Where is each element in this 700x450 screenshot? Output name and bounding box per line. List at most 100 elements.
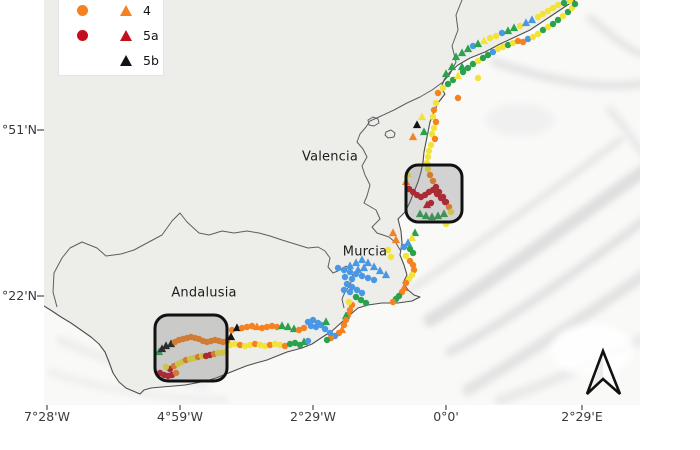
legend-label: 5b	[143, 53, 159, 68]
data-point-circle	[263, 323, 271, 331]
data-point-triangle	[157, 344, 167, 353]
data-point-circle	[427, 199, 435, 207]
legend-label: 5a	[143, 28, 159, 43]
data-point-circle	[236, 341, 244, 349]
region-label-andalusia: Andalusia	[171, 285, 237, 301]
data-point-circle	[352, 293, 360, 301]
legend-label: 4	[143, 3, 151, 18]
data-point-circle	[429, 177, 437, 185]
data-point-circle	[291, 339, 299, 347]
highlight-box	[404, 163, 464, 224]
region-label-murcia: Murcia	[342, 244, 388, 260]
data-point-circle	[358, 289, 366, 297]
data-point-circle	[309, 316, 317, 324]
y-axis-label: °51'N	[2, 122, 37, 137]
data-point-circle	[281, 342, 289, 350]
data-point-circle	[509, 39, 517, 47]
data-point-circle	[433, 190, 441, 198]
data-point-circle	[346, 268, 354, 276]
data-point-circle	[353, 286, 361, 294]
data-point-circle	[439, 84, 447, 92]
legend-triangle-swatch	[120, 5, 132, 16]
data-point-circle	[321, 325, 329, 333]
data-point-circle	[340, 266, 348, 274]
data-point-triangle	[453, 71, 463, 80]
data-point-circle	[352, 270, 360, 278]
region-boundaries	[52, 0, 463, 309]
data-point-circle	[469, 42, 477, 50]
data-point-circle	[539, 10, 547, 18]
data-point-circle	[341, 273, 349, 281]
data-point-triangle	[521, 18, 531, 27]
data-point-circle	[571, 0, 579, 8]
data-point-circle	[437, 194, 445, 202]
data-point-circle	[554, 16, 562, 24]
data-point-circle	[241, 342, 249, 350]
data-point-circle	[162, 363, 170, 371]
data-point-triangle	[388, 228, 398, 237]
data-point-triangle	[410, 228, 420, 237]
data-point-circle	[243, 323, 251, 331]
data-point-circle	[544, 23, 552, 31]
data-point-circle	[494, 45, 502, 53]
legend: 4 5a 5b	[58, 0, 164, 76]
data-point-triangle	[457, 48, 467, 57]
legend-circle-swatch	[77, 5, 88, 16]
data-point-circle	[519, 38, 527, 46]
data-point-triangle	[412, 120, 422, 129]
data-point-circle	[444, 80, 452, 88]
legend-row: 5b	[59, 48, 163, 73]
data-point-circle	[489, 48, 497, 56]
data-point-circle	[312, 323, 320, 331]
region-label-valencia: Valencia	[301, 149, 359, 165]
data-point-circle	[504, 41, 512, 49]
data-point-circle	[231, 340, 239, 348]
data-point-circle	[384, 246, 392, 254]
data-point-circle	[430, 124, 438, 132]
data-point-circle	[447, 208, 455, 216]
data-point-triangle	[283, 322, 293, 331]
data-point-circle	[498, 29, 506, 37]
data-point-circle	[228, 326, 236, 334]
data-point-circle	[549, 20, 557, 28]
data-point-triangle	[408, 132, 418, 141]
data-point-triangle	[447, 62, 457, 71]
data-point-circle	[348, 275, 356, 283]
data-point-circle	[304, 337, 312, 345]
data-point-circle	[474, 74, 482, 82]
data-point-circle	[524, 35, 532, 43]
data-point-triangle	[351, 258, 361, 267]
data-point-circle	[345, 298, 353, 306]
data-point-circle	[358, 272, 366, 280]
data-point-circle	[544, 7, 552, 15]
data-point-circle	[430, 106, 438, 114]
data-point-circle	[529, 33, 537, 41]
legend-circle-swatch	[77, 30, 88, 41]
data-point-circle	[258, 324, 266, 332]
data-point-triangle	[433, 211, 443, 220]
legend-triangle-swatch	[120, 30, 132, 41]
data-point-triangle	[503, 26, 513, 35]
data-point-circle	[400, 243, 408, 251]
data-point-triangle	[403, 238, 413, 247]
data-point-triangle	[473, 39, 483, 48]
data-point-circle	[340, 286, 348, 294]
data-point-circle	[362, 299, 370, 307]
data-point-circle	[387, 253, 395, 261]
data-point-circle	[454, 94, 462, 102]
data-point-triangle	[417, 112, 427, 121]
data-point-triangle	[421, 211, 431, 220]
data-point-triangle	[357, 255, 367, 264]
data-point-triangle	[375, 266, 385, 275]
axis-ticks	[37, 129, 583, 410]
data-point-circle	[549, 4, 557, 12]
x-axis-label: 0°0'	[433, 409, 459, 424]
data-point-circle	[343, 280, 351, 288]
data-point-circle	[499, 43, 507, 51]
data-point-triangle	[415, 209, 425, 218]
data-point-circle	[271, 340, 279, 348]
highlight-box	[153, 313, 229, 383]
x-axis-label: 7°28'W	[24, 409, 70, 424]
